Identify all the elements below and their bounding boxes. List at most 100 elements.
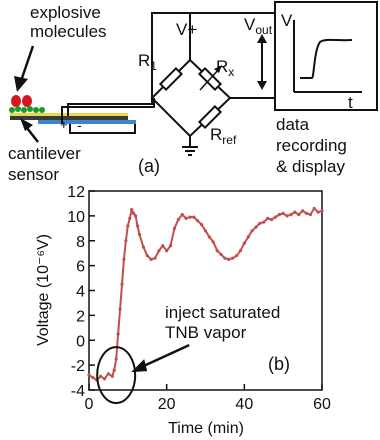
data-point	[135, 224, 140, 228]
data-point	[273, 215, 277, 219]
data-point	[254, 225, 258, 229]
data-point	[106, 372, 111, 376]
recorder-label-line2: recording	[276, 136, 347, 155]
data-point	[180, 213, 184, 217]
sensor-arrow-head	[20, 118, 33, 131]
resistor-r1	[158, 66, 184, 92]
data-point	[176, 218, 180, 222]
annotation-arrow-head	[131, 359, 148, 373]
data-point	[227, 257, 231, 262]
vout-label: Vout	[244, 15, 273, 37]
data-point	[137, 232, 142, 237]
data-point	[184, 216, 188, 220]
molecules-label-line2: molecules	[30, 22, 107, 41]
data-point	[192, 215, 196, 219]
molecules-label-line1: explosive	[30, 3, 101, 22]
data-point	[99, 374, 103, 378]
data-point	[285, 214, 289, 218]
data-point	[130, 208, 134, 212]
display-step-curve	[300, 38, 353, 79]
data-point	[262, 220, 266, 224]
data-point	[219, 252, 223, 257]
data-point	[149, 257, 153, 262]
data-point	[134, 214, 138, 218]
data-point	[250, 229, 254, 233]
data-point	[266, 216, 270, 220]
data-point	[316, 210, 320, 214]
recorder-label-line1: data	[276, 115, 310, 134]
data-point	[161, 244, 165, 248]
data-point	[114, 357, 118, 361]
minus-sign: -	[77, 117, 82, 133]
data-point	[300, 209, 305, 213]
data-point	[87, 373, 91, 377]
display-t-label: t	[348, 93, 353, 112]
r1-label: R1	[138, 51, 157, 73]
data-point	[207, 235, 211, 239]
vout-arrow-up	[257, 34, 267, 43]
data-point	[126, 224, 130, 228]
panel-a-label: (a)	[138, 156, 160, 176]
y-tick-label: 0	[76, 333, 85, 350]
data-point	[293, 210, 297, 214]
x-axis-label: Time (min)	[168, 420, 244, 437]
recorder-label-line3: & display	[276, 157, 345, 176]
molecule-red-2	[22, 95, 32, 107]
data-point	[223, 256, 227, 260]
data-point	[141, 245, 145, 249]
sensor-label-line1: cantilever	[8, 144, 81, 163]
panel-b-label: (b)	[268, 354, 290, 374]
y-tick-label: 12	[67, 184, 85, 201]
data-point	[128, 216, 132, 220]
molecule-green-cluster	[9, 106, 45, 113]
data-point	[116, 332, 120, 336]
data-point	[242, 241, 246, 245]
y-ticks: -4 -2 0 2 4 6 8 10 12	[67, 184, 95, 400]
molecules-arrow-head	[14, 76, 28, 92]
x-tick-label: 20	[158, 396, 176, 413]
data-point	[200, 222, 204, 227]
data-point	[304, 211, 309, 215]
annotation-arrow	[140, 343, 190, 369]
data-point	[269, 218, 274, 222]
data-point	[231, 256, 235, 260]
vout-arrow-down	[257, 81, 267, 90]
display-v-label: V	[281, 11, 293, 30]
sensor-label-line2: sensor	[8, 165, 59, 184]
data-point	[320, 209, 324, 213]
ground-symbol	[182, 146, 198, 156]
y-tick-label: 4	[76, 284, 85, 301]
sensor-arrow-shaft	[26, 127, 39, 143]
y-tick-label: 10	[67, 209, 85, 226]
rx-variable-arrow	[199, 67, 221, 91]
data-point	[145, 254, 149, 258]
data-point	[91, 375, 95, 380]
molecules-arrow-shaft	[20, 45, 35, 79]
y-tick-label: 2	[76, 308, 85, 325]
data-point	[258, 221, 262, 225]
data-point	[211, 240, 215, 244]
vplus-label: V+	[176, 20, 197, 39]
wire-cantilever-bottom	[61, 98, 155, 124]
data-point	[308, 213, 312, 217]
x-ticks: 0 20 40 60	[85, 384, 331, 413]
data-point	[289, 213, 293, 217]
x-tick-label: 0	[85, 396, 94, 413]
data-point	[234, 254, 239, 258]
data-point	[312, 206, 316, 211]
y-tick-label: 8	[76, 234, 85, 251]
y-tick-label: 6	[76, 259, 85, 276]
data-point	[281, 211, 285, 215]
data-point	[196, 219, 200, 223]
data-point	[188, 215, 192, 219]
data-point	[157, 249, 161, 253]
annotation-line1: inject saturated	[165, 303, 280, 322]
data-point	[132, 211, 136, 215]
annotation-circle	[96, 346, 137, 405]
data-point	[112, 368, 116, 372]
data-point	[122, 257, 126, 262]
data-point	[118, 307, 122, 311]
data-point	[168, 244, 173, 248]
rx-variable-arrow-head	[214, 65, 222, 73]
data-point	[246, 235, 250, 239]
